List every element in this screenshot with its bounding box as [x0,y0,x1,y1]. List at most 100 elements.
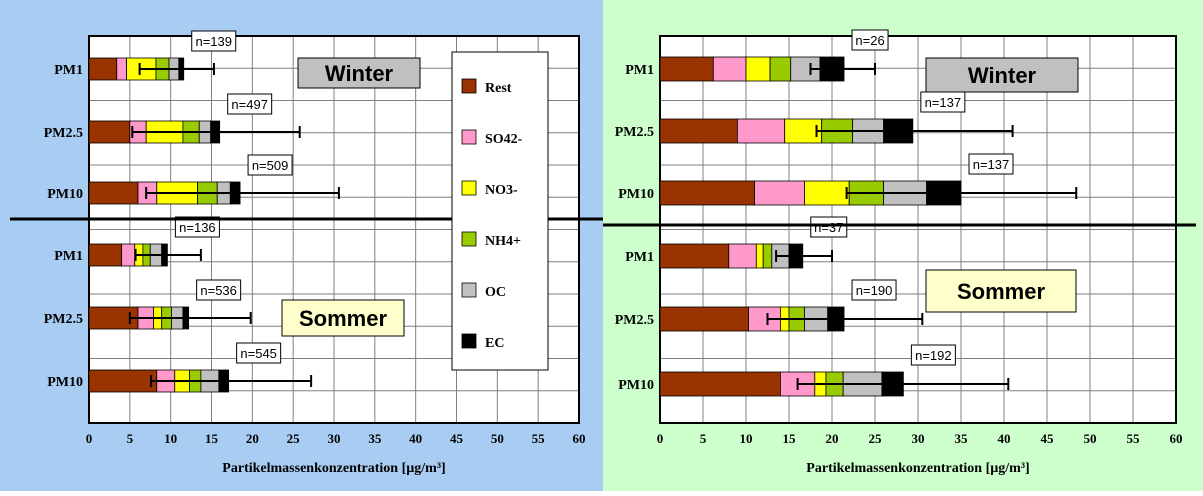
bar-segment-right-sommer-pm10-0 [659,371,781,397]
bar-segment-right-winter-pm25-1 [736,118,786,144]
x-tick-label-45: 45 [1041,431,1055,446]
x-tick-label-60: 60 [1170,431,1183,446]
legend-swatch-2 [461,180,477,196]
x-tick-label-40: 40 [409,431,422,446]
n-label-left: n=545 [240,346,277,361]
n-label-left: n=497 [231,97,268,112]
category-label-right: PM10 [618,378,654,393]
x-tick-label-15: 15 [783,431,797,446]
x-tick-label-0: 0 [657,431,664,446]
x-tick-label-60: 60 [573,431,586,446]
legend-label-4: OC [485,285,506,300]
n-label-right: n=137 [925,95,962,110]
x-axis-label-right: Partikelmassenkonzentration [µg/m³] [806,461,1029,476]
category-label-left: PM1 [54,63,83,78]
bar-segment-right-sommer-pm1-2 [755,243,764,269]
n-label-right: n=26 [855,33,884,48]
x-tick-label-50: 50 [1084,431,1097,446]
category-label-right: PM2.5 [615,125,654,140]
bar-segment-right-sommer-pm25-0 [659,306,749,332]
category-label-left: PM2.5 [44,126,83,141]
x-tick-label-0: 0 [86,431,93,446]
n-label-box-right [910,344,956,366]
bar-segment-right-winter-pm1-0 [659,56,714,82]
x-tick-label-25: 25 [287,431,301,446]
bar-segment-right-winter-pm10-1 [754,180,805,206]
season-label-sommer-left: Sommer [299,306,387,331]
n-label-left: n=509 [252,158,289,173]
n-label-box-left [191,30,237,52]
chart-panel-right: 0 5 10 15 20 25 30 35 40 45 50 55 60 Partikelmassenko… [603,0,1203,491]
bar-segment-right-winter-pm25-0 [659,118,738,144]
chart-left-svg: 0 5 10 15 20 25 30 35 40 45 50 55 60 Partikelmassenko… [0,0,603,491]
bar-segment-left-sommer-pm1-1 [121,243,136,267]
x-tick-label-5: 5 [700,431,707,446]
bar-segment-left-winter-pm1-1 [116,57,127,81]
plot-border-right [659,35,1177,424]
bar-segment-right-winter-pm1-2 [745,56,771,82]
x-tick-label-25: 25 [869,431,883,446]
x-tick-label-30: 30 [912,431,925,446]
bar-segment-right-winter-pm1-1 [712,56,747,82]
n-label-right: n=37 [814,220,843,235]
x-tick-label-40: 40 [998,431,1011,446]
x-tick-label-35: 35 [955,431,969,446]
bar-segment-right-sommer-pm1-0 [659,243,730,269]
bar-segment-right-winter-pm10-0 [659,180,755,206]
n-label-left: n=139 [195,34,232,49]
legend-label-1: SO42- [485,132,523,147]
season-label-box-sommer-left [281,299,405,337]
bar-segment-left-sommer-pm1-0 [88,243,123,267]
legend-label-0: Rest [485,81,512,96]
x-tick-label-10: 10 [164,431,177,446]
x-tick-label-55: 55 [1127,431,1141,446]
x-tick-label-45: 45 [450,431,464,446]
n-label-left: n=136 [179,220,216,235]
n-label-box-left [174,216,220,238]
bar-segment-right-sommer-pm1-3 [762,243,773,269]
x-tick-label-30: 30 [328,431,341,446]
season-label-winter-right: Winter [968,63,1037,88]
n-label-box-left [196,279,242,301]
legend-swatch-3 [461,231,477,247]
n-label-left: n=536 [200,283,237,298]
category-label-right: PM2.5 [615,313,654,328]
season-label-sommer-right: Sommer [957,279,1045,304]
bar-segment-left-winter-pm1-0 [88,57,118,81]
x-tick-label-20: 20 [826,431,839,446]
x-axis-label-left: Partikelmassenkonzentration [µg/m³] [222,461,445,476]
season-label-box-winter-left [297,57,421,89]
x-tick-label-10: 10 [740,431,753,446]
season-label-winter-left: Winter [325,61,394,86]
n-label-box-right [968,153,1014,175]
x-tick-label-50: 50 [491,431,504,446]
legend-swatch-5 [461,333,477,349]
n-label-box-left [247,154,293,176]
x-tick-label-20: 20 [246,431,259,446]
x-tick-label-5: 5 [127,431,134,446]
n-label-box-right [851,29,889,51]
x-tick-label-35: 35 [368,431,382,446]
x-tick-label-15: 15 [205,431,219,446]
legend-label-2: NO3- [485,183,518,198]
legend-label-5: EC [485,336,504,351]
category-label-left: PM1 [54,249,83,264]
category-label-left: PM10 [47,187,83,202]
n-label-box-left [236,342,282,364]
bar-segment-left-winter-pm10-0 [88,181,139,205]
n-label-right: n=192 [915,348,952,363]
legend-swatch-0 [461,78,477,94]
bar-segment-left-winter-pm25-0 [88,120,131,144]
bar-segment-right-winter-pm10-2 [804,180,850,206]
category-label-right: PM1 [625,250,654,265]
category-label-right: PM10 [618,187,654,202]
plot-border-left [88,35,580,424]
category-label-left: PM10 [47,375,83,390]
x-tick-label-55: 55 [532,431,546,446]
bar-segment-right-winter-pm25-2 [784,118,823,144]
legend-label-3: NH4+ [485,234,521,249]
season-label-box-winter-right [925,57,1079,93]
chart-right-svg: 0 5 10 15 20 25 30 35 40 45 50 55 60 Partikelmassenko… [603,0,1203,491]
chart-panel-left: 0 5 10 15 20 25 30 35 40 45 50 55 60 Partikelmassenko… [0,0,603,491]
n-label-box-right [810,216,848,238]
